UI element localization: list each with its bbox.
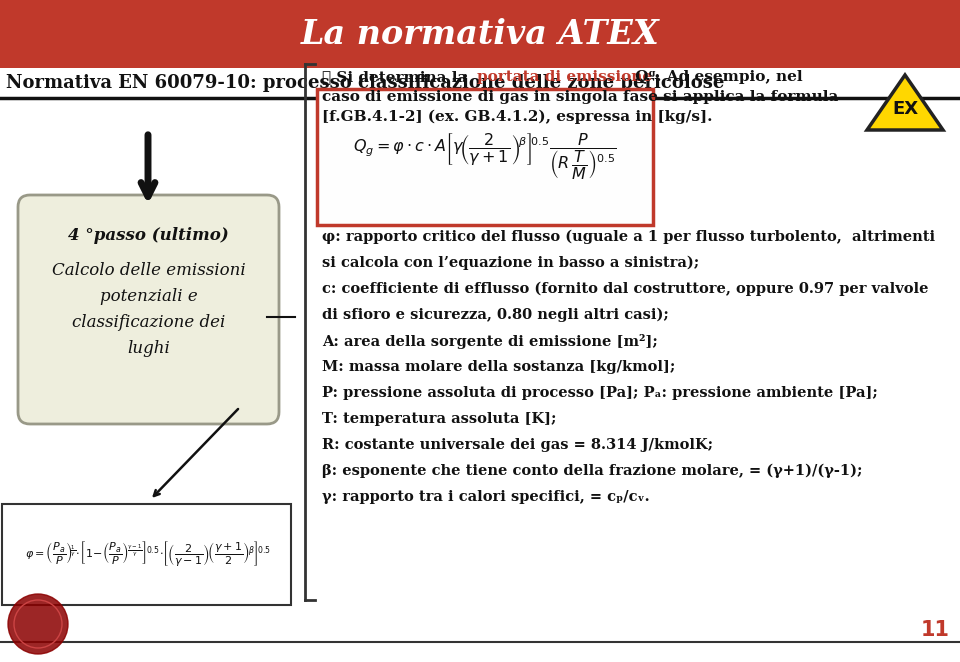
- Text: 4 °passo (ultimo): 4 °passo (ultimo): [68, 227, 228, 244]
- Text: [f.GB.4.1-2] (ex. GB.4.1.2), espressa in [kg/s].: [f.GB.4.1-2] (ex. GB.4.1.2), espressa in…: [322, 110, 712, 124]
- Text: β: esponente che tiene conto della frazione molare, = (γ+1)/(γ-1);: β: esponente che tiene conto della frazi…: [322, 464, 862, 479]
- FancyBboxPatch shape: [2, 504, 291, 605]
- Text: Qᵍ. Ad esempio, nel: Qᵍ. Ad esempio, nel: [630, 70, 803, 84]
- Text: c: coefficiente di efflusso (fornito dal costruttore, oppure 0.97 per valvole: c: coefficiente di efflusso (fornito dal…: [322, 282, 928, 297]
- Text: portata di emissione: portata di emissione: [477, 70, 652, 84]
- Text: φ: rapporto critico del flusso (uguale a 1 per flusso turbolento,  altrimenti: φ: rapporto critico del flusso (uguale a…: [322, 230, 935, 244]
- Text: $\varphi = \left(\dfrac{P_a}{P}\right)^{\!\frac{1}{\gamma}}\!\cdot\!\left[1\!-\!: $\varphi = \left(\dfrac{P_a}{P}\right)^{…: [25, 540, 271, 569]
- Text: P: pressione assoluta di processo [Pa]; Pₐ: pressione ambiente [Pa];: P: pressione assoluta di processo [Pa]; …: [322, 386, 877, 400]
- FancyBboxPatch shape: [18, 195, 279, 424]
- FancyBboxPatch shape: [317, 89, 653, 225]
- Text: Normativa EN 60079-10: processo classificazione delle zone pericolose: Normativa EN 60079-10: processo classifi…: [6, 74, 725, 92]
- Text: caso di emissione di gas in singola fase si applica la formula: caso di emissione di gas in singola fase…: [322, 90, 838, 104]
- Text: EX: EX: [892, 100, 918, 118]
- Bar: [0, 0, 960, 68]
- Text: ✓ Si determina la: ✓ Si determina la: [322, 70, 472, 84]
- Circle shape: [8, 594, 68, 654]
- Text: di sfioro e sicurezza, 0.80 negli altri casi);: di sfioro e sicurezza, 0.80 negli altri …: [322, 308, 669, 322]
- Text: T: temperatura assoluta [K];: T: temperatura assoluta [K];: [322, 412, 557, 426]
- Text: A: area della sorgente di emissione [m²];: A: area della sorgente di emissione [m²]…: [322, 334, 658, 349]
- Text: si calcola con l’equazione in basso a sinistra);: si calcola con l’equazione in basso a si…: [322, 256, 699, 270]
- Text: $Q_g = \varphi \cdot c \cdot A \left[\gamma\!\left(\dfrac{2}{\gamma+1}\right)^{\: $Q_g = \varphi \cdot c \cdot A \left[\ga…: [353, 132, 617, 182]
- Text: La normativa ATEX: La normativa ATEX: [300, 17, 660, 50]
- Text: γ: rapporto tra i calori specifici, = cₚ/cᵥ.: γ: rapporto tra i calori specifici, = cₚ…: [322, 490, 650, 504]
- Text: R: costante universale dei gas = 8.314 J/kmolK;: R: costante universale dei gas = 8.314 J…: [322, 438, 713, 452]
- Text: Calcolo delle emissioni
potenziali e
classificazione dei
lughi: Calcolo delle emissioni potenziali e cla…: [52, 262, 246, 357]
- Polygon shape: [867, 75, 943, 130]
- Text: 11: 11: [921, 620, 950, 640]
- Text: M: massa molare della sostanza [kg/kmol];: M: massa molare della sostanza [kg/kmol]…: [322, 360, 676, 374]
